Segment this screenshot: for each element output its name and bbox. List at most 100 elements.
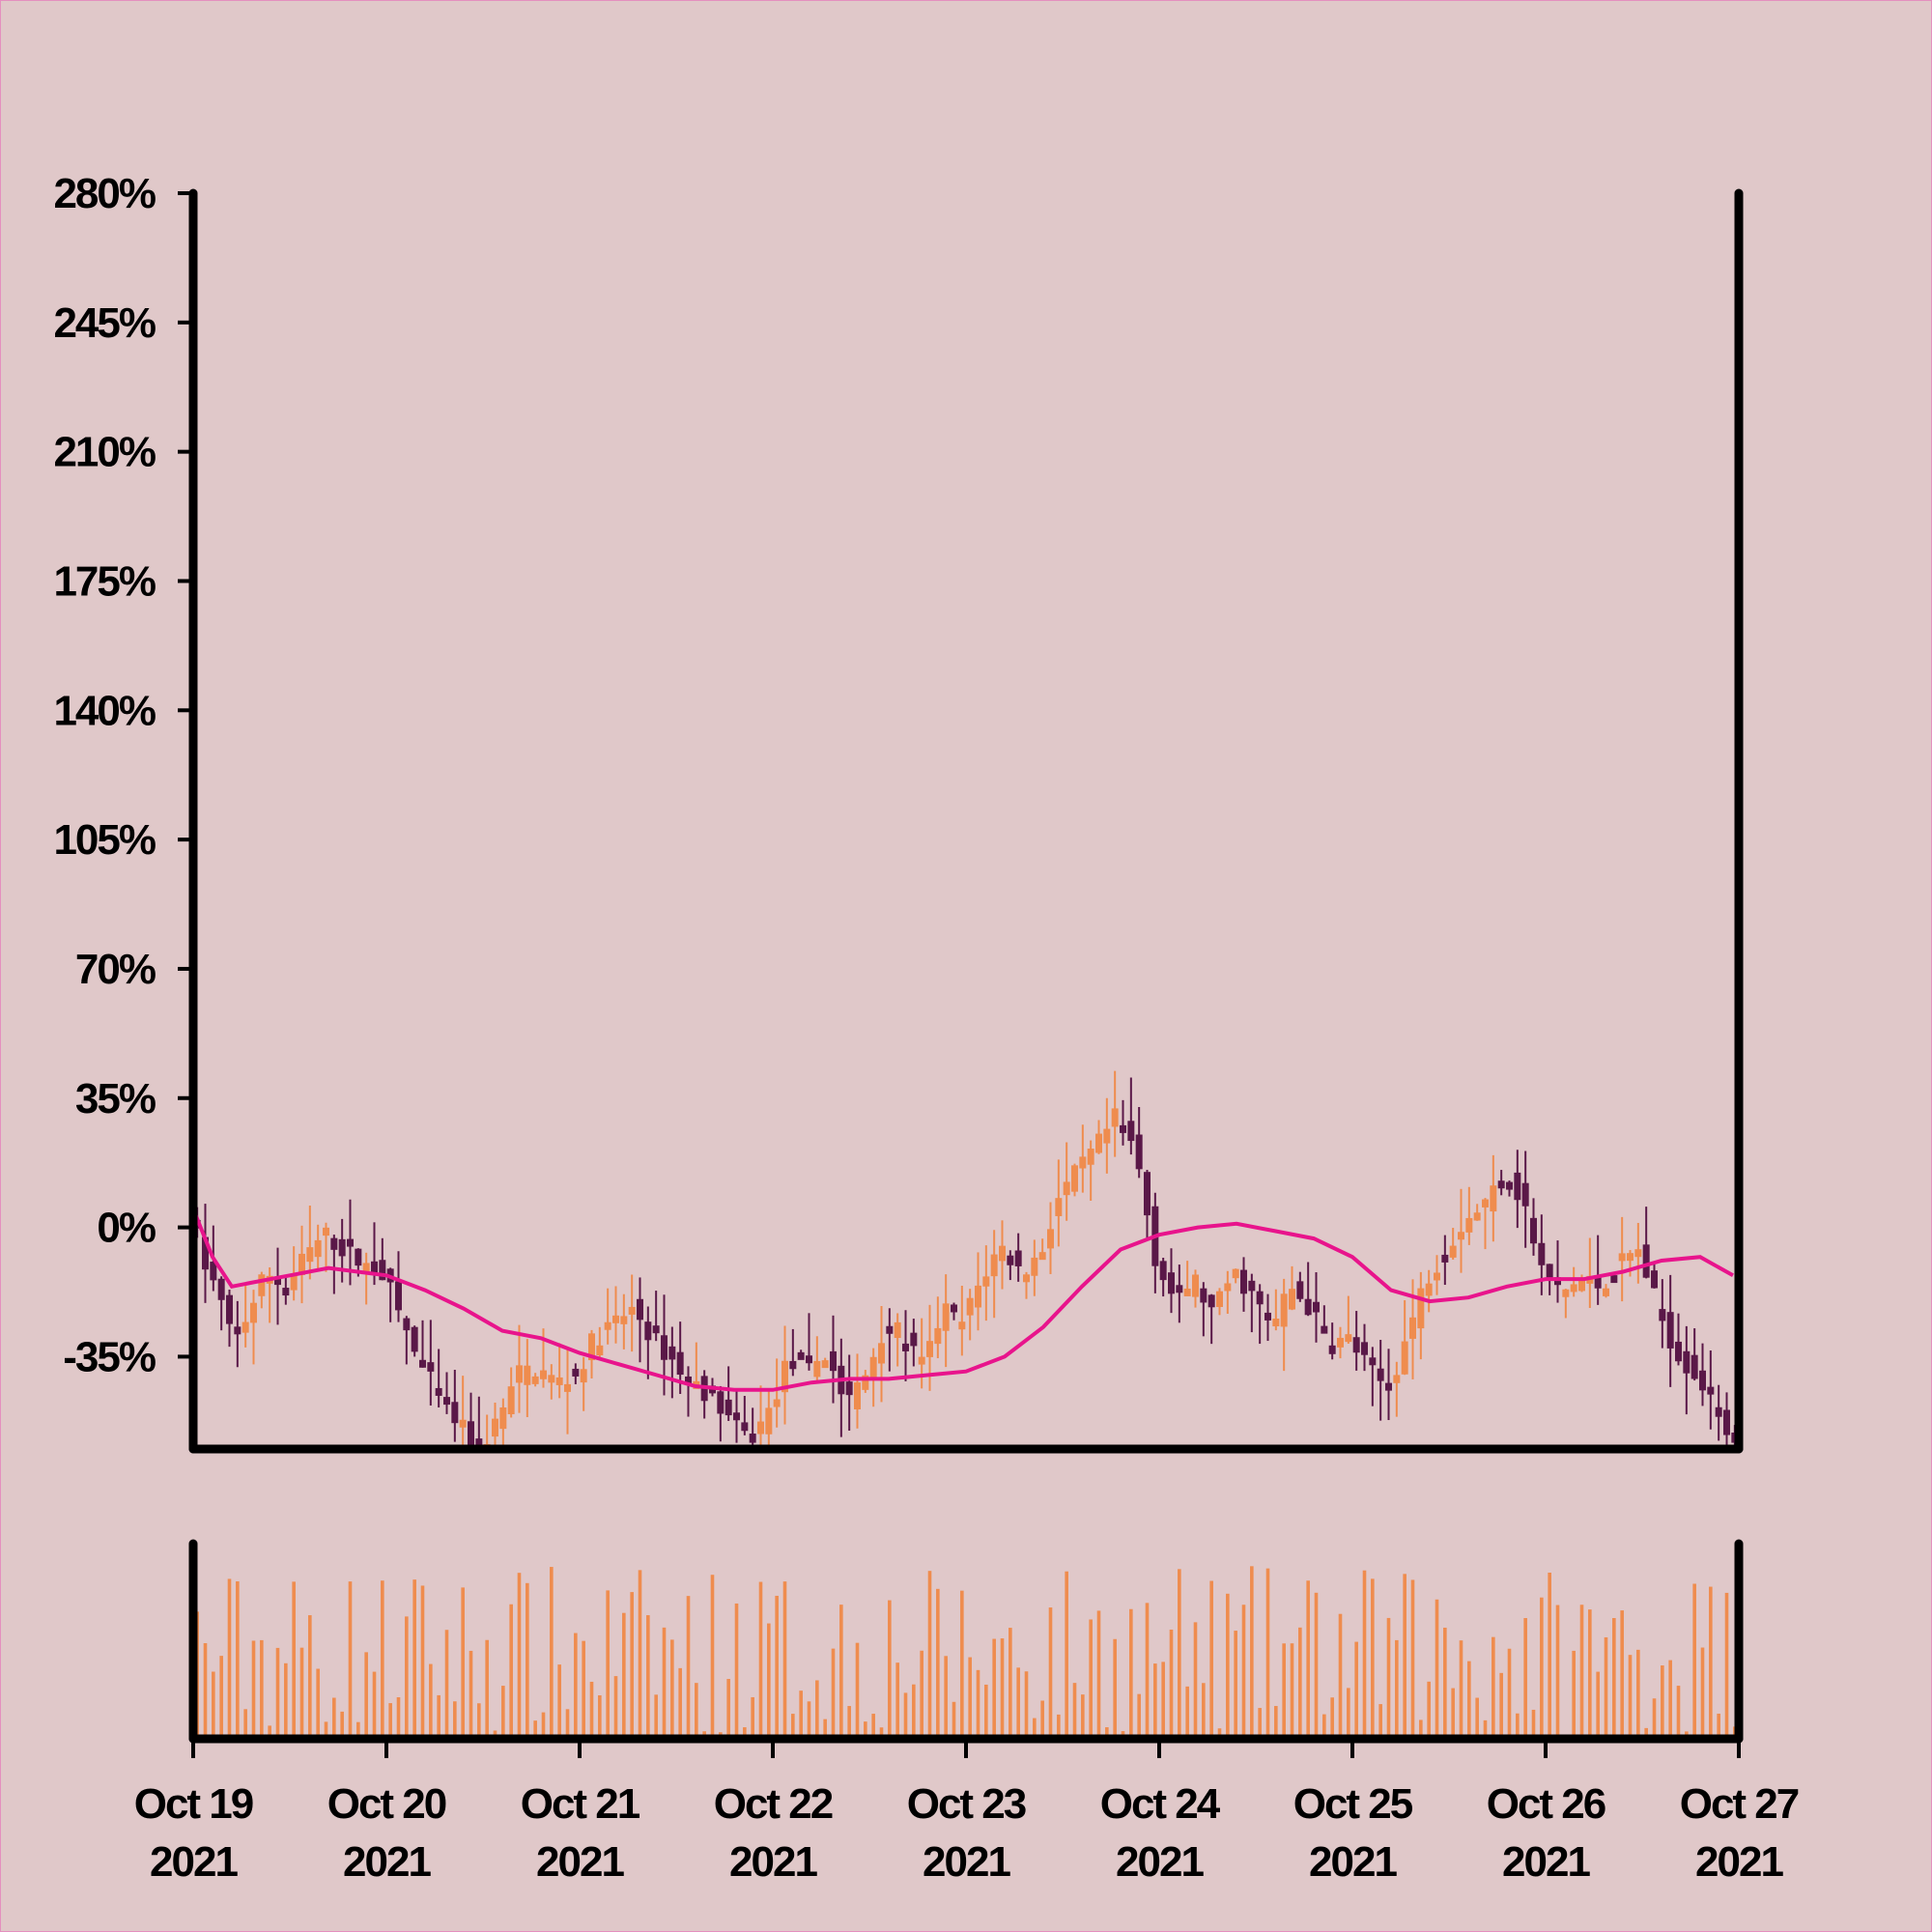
candle-body (1723, 1409, 1730, 1435)
volume-bar (927, 1571, 932, 1739)
volume-bar (1717, 1713, 1720, 1739)
y-tick-label: 210% (53, 429, 155, 476)
volume-bar (517, 1573, 522, 1739)
x-tick-label-date: Oct 22 (714, 1780, 833, 1828)
volume-bar (638, 1570, 642, 1739)
volume-bar (823, 1719, 827, 1739)
candle-body (596, 1345, 604, 1356)
volume-bar (1234, 1631, 1237, 1739)
volume-bar (1250, 1566, 1254, 1739)
candle-body (1409, 1317, 1416, 1339)
volume-bar (1137, 1693, 1141, 1739)
candle-body (1087, 1149, 1094, 1165)
candle-body (507, 1386, 515, 1415)
volume-bar (976, 1669, 980, 1739)
candle-body (806, 1355, 812, 1364)
volume-bar (879, 1727, 884, 1739)
candle-body (226, 1294, 233, 1324)
candle-body (274, 1277, 281, 1286)
volume-bar (284, 1662, 288, 1739)
volume-bar (1330, 1697, 1334, 1739)
volume-bar (1371, 1578, 1375, 1739)
candle-body (1079, 1156, 1087, 1169)
volume-bar (1193, 1622, 1198, 1739)
volume-bar (799, 1690, 803, 1739)
volume-bar (1096, 1610, 1101, 1739)
volume-bar (251, 1640, 256, 1739)
candle-body (1401, 1341, 1408, 1375)
volume-bar (1185, 1686, 1189, 1739)
candle-body (1240, 1269, 1247, 1294)
candle-body (765, 1407, 773, 1435)
candle-body (733, 1412, 740, 1421)
candle-body (1659, 1309, 1666, 1321)
candle-body (1232, 1268, 1239, 1279)
volume-bar (1724, 1592, 1729, 1739)
volume-bar (952, 1701, 956, 1739)
volume-bar (1435, 1599, 1439, 1739)
volume-bar (1652, 1698, 1657, 1739)
volume-bar (831, 1648, 836, 1739)
candle-body (1482, 1199, 1489, 1208)
candle-body (1055, 1198, 1063, 1216)
candle-body (1570, 1284, 1577, 1293)
candle-body (1111, 1108, 1119, 1127)
volume-bar (1692, 1583, 1696, 1739)
candle-body (1127, 1121, 1135, 1142)
candle-body (878, 1343, 885, 1364)
candle-body (612, 1315, 619, 1323)
volume-bar (1089, 1619, 1093, 1739)
volume-bar (1572, 1650, 1576, 1739)
candle-body (330, 1237, 338, 1250)
volume-bar (509, 1604, 513, 1739)
candle-body (1603, 1288, 1609, 1296)
candle-body (797, 1351, 805, 1360)
candle-body (1361, 1342, 1368, 1355)
candle-body (1183, 1288, 1191, 1296)
candle-body (1047, 1229, 1054, 1249)
volume-bar (1024, 1671, 1029, 1739)
volume-bar (1178, 1569, 1181, 1739)
volume-bar (1048, 1607, 1053, 1739)
volume-bar (485, 1639, 489, 1739)
volume-bar (743, 1727, 747, 1739)
volume-bar (388, 1703, 392, 1739)
candle-body (1578, 1279, 1585, 1292)
candle-body (1014, 1250, 1022, 1266)
candle-body (813, 1360, 821, 1378)
volume-bar (775, 1595, 779, 1739)
candle-body (1144, 1172, 1151, 1216)
volume-bar (1378, 1704, 1382, 1739)
candle-body (1473, 1212, 1481, 1221)
candle-body (604, 1321, 611, 1330)
candle-body (492, 1418, 498, 1437)
candle-body (516, 1365, 523, 1383)
volume-bar (444, 1630, 449, 1739)
candle-body (451, 1402, 459, 1424)
candle-body (741, 1422, 749, 1432)
candle-body (1095, 1133, 1102, 1153)
candle-body (1031, 1257, 1038, 1276)
volume-bar (1354, 1641, 1358, 1739)
volume-bar (1548, 1572, 1551, 1739)
price-candles (193, 1070, 1739, 1449)
volume-bar (920, 1650, 923, 1739)
volume-bar (275, 1647, 280, 1739)
candle-body (258, 1274, 266, 1296)
candle-body (685, 1376, 692, 1384)
volume-bar (1395, 1639, 1399, 1739)
volume-bar (292, 1581, 296, 1739)
candle-body (427, 1362, 435, 1372)
candle-body (1296, 1281, 1304, 1299)
candle-body (210, 1262, 217, 1281)
volume-bar (1467, 1661, 1471, 1739)
candle-body (1642, 1244, 1650, 1278)
volume-bar (1274, 1706, 1278, 1739)
candle-body (355, 1248, 362, 1266)
x-tick-label-date: Oct 24 (1100, 1780, 1221, 1828)
candle-body (1458, 1232, 1464, 1240)
candle-body (282, 1288, 290, 1296)
volume-bar (847, 1706, 851, 1739)
candle-body (1063, 1181, 1070, 1196)
y-tick-label: 0% (97, 1205, 155, 1252)
